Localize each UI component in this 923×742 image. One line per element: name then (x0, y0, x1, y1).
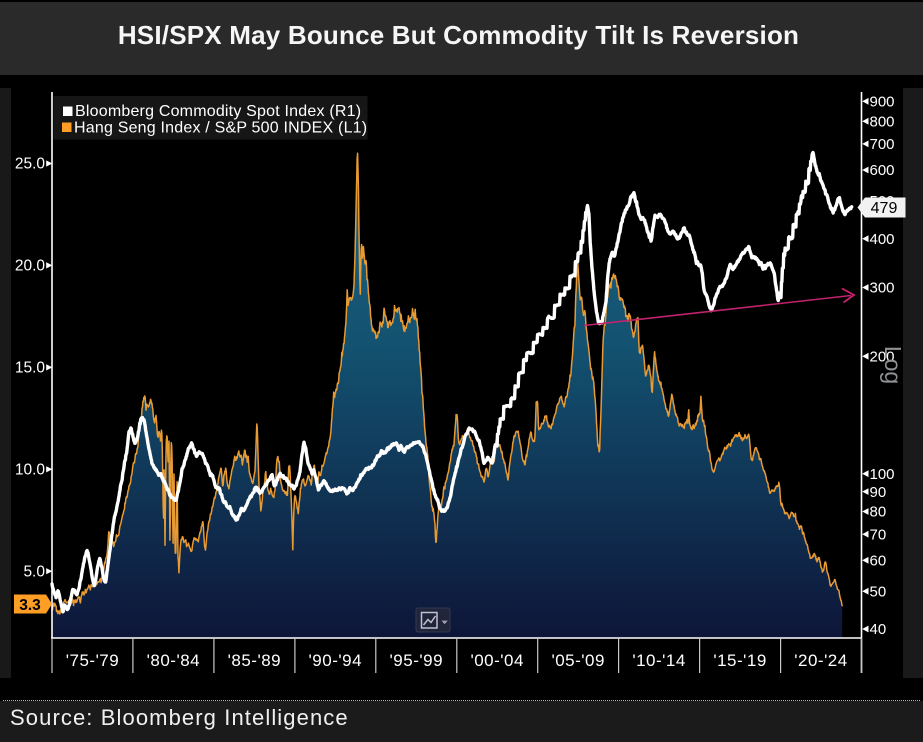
svg-text:Bloomberg Commodity Spot Index: Bloomberg Commodity Spot Index (R1) (75, 103, 361, 120)
svg-text:'75-'79: '75-'79 (66, 651, 119, 670)
svg-text:300: 300 (870, 280, 895, 297)
svg-text:10.0: 10.0 (15, 462, 46, 479)
svg-text:900: 900 (870, 94, 895, 111)
svg-text:15.0: 15.0 (15, 360, 46, 377)
svg-text:'95-'99: '95-'99 (390, 651, 443, 670)
svg-text:200: 200 (870, 348, 895, 365)
svg-text:'85-'89: '85-'89 (228, 651, 281, 670)
svg-text:700: 700 (870, 136, 895, 153)
svg-text:400: 400 (870, 231, 895, 248)
svg-text:90: 90 (870, 484, 887, 501)
svg-text:100: 100 (870, 466, 895, 483)
svg-text:60: 60 (870, 553, 887, 570)
svg-text:40: 40 (870, 621, 887, 638)
svg-text:25.0: 25.0 (15, 156, 46, 173)
svg-text:'05-'09: '05-'09 (551, 651, 604, 670)
svg-text:'15-'19: '15-'19 (713, 651, 766, 670)
svg-text:'10-'14: '10-'14 (632, 651, 685, 670)
svg-text:600: 600 (870, 162, 895, 179)
svg-text:80: 80 (870, 504, 887, 521)
svg-text:Log: Log (880, 346, 906, 384)
svg-text:800: 800 (870, 113, 895, 130)
svg-text:479: 479 (871, 200, 898, 217)
svg-text:'20-'24: '20-'24 (794, 651, 847, 670)
svg-text:'00-'04: '00-'04 (470, 651, 523, 670)
svg-text:'80-'84: '80-'84 (147, 651, 200, 670)
svg-text:5.0: 5.0 (23, 563, 45, 580)
svg-text:50: 50 (870, 583, 887, 600)
svg-text:3.3: 3.3 (19, 597, 41, 614)
svg-text:70: 70 (870, 526, 887, 543)
svg-text:Hang Seng Index / S&P 500 INDE: Hang Seng Index / S&P 500 INDEX (L1) (74, 120, 367, 137)
svg-text:20.0: 20.0 (15, 258, 46, 275)
svg-text:'90-'94: '90-'94 (309, 651, 362, 670)
